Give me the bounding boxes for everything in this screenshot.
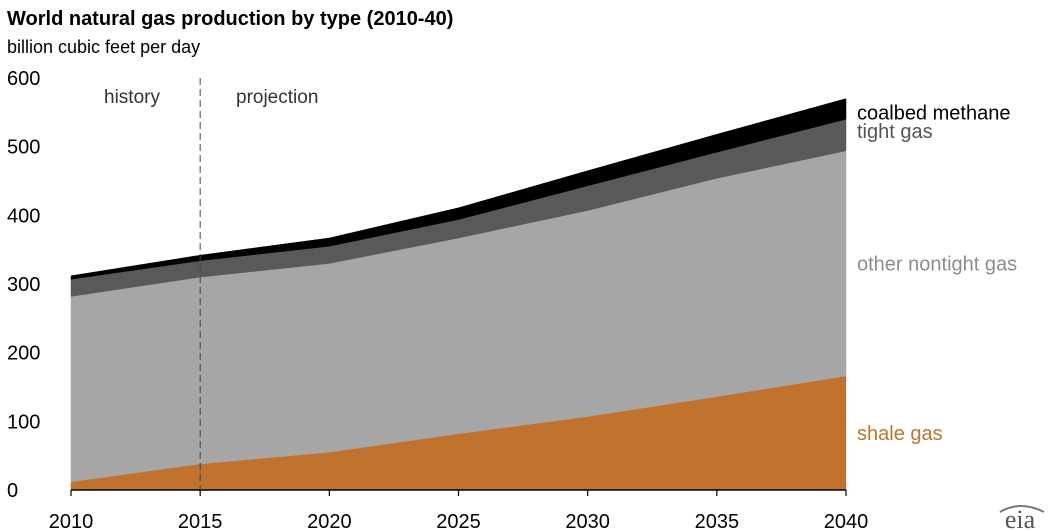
history-label: history: [104, 87, 160, 108]
legend-label-other-nontight-gas: other nontight gas: [857, 253, 1017, 275]
x-tick-label: 2040: [824, 511, 869, 531]
eia-logo-arc: [999, 505, 1045, 513]
x-tick-label: 2020: [307, 511, 352, 531]
history-projection-divider: history projection: [104, 78, 318, 490]
y-tick-label: 600: [7, 68, 40, 90]
y-axis: 0 100 200 300 400 500 600: [7, 68, 40, 502]
eia-logo: eia: [1005, 505, 1036, 531]
area-layers: [70, 98, 847, 491]
legend: shale gas other nontight gas tight gascoal…: [857, 103, 1017, 445]
x-tick-label: 2015: [178, 511, 223, 531]
legend-label-tight-gas: tight gas: [857, 121, 933, 143]
y-tick-label: 100: [7, 411, 40, 433]
area-coalbed-methane: [70, 98, 847, 280]
chart-subtitle: billion cubic feet per day: [7, 37, 200, 57]
x-tick-label: 2010: [49, 511, 94, 531]
y-tick-label: 300: [7, 274, 40, 296]
x-axis: 2010 2015 2020 2025 2030 2035 2040: [49, 489, 869, 531]
x-tick-label: 2035: [695, 511, 740, 531]
y-tick-label: 200: [7, 343, 40, 365]
x-tick-label: 2025: [436, 511, 481, 531]
y-tick-label: 0: [7, 480, 18, 502]
chart-title: World natural gas production by type (20…: [7, 8, 453, 30]
legend-label-coalbed-methane: coalbed methane: [857, 103, 1010, 125]
legend-label-shale-gas: shale gas: [857, 423, 943, 445]
y-tick-label: 500: [7, 137, 40, 159]
projection-label: projection: [236, 87, 318, 108]
y-tick-label: 400: [7, 205, 40, 227]
x-tick-label: 2030: [565, 511, 610, 531]
